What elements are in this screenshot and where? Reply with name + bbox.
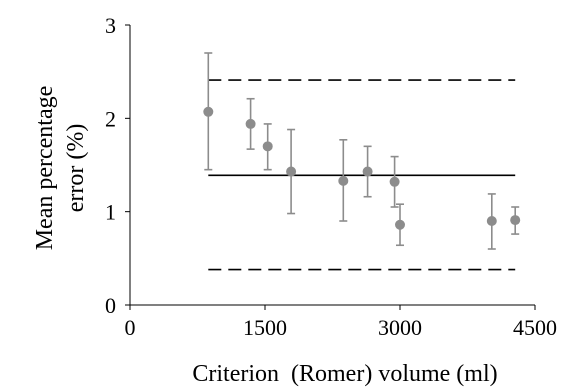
tick-labels: 0 1 2 3 0 1500 3000 4500: [105, 13, 557, 340]
data-point: [389, 176, 400, 187]
y-axis-title-line-1: Mean percentage: [32, 86, 58, 251]
x-tick-label: 3000: [378, 315, 422, 340]
data-point: [362, 166, 373, 177]
x-tick-label: 0: [125, 315, 136, 340]
reference-lines: [208, 79, 516, 271]
data-point: [395, 219, 405, 230]
axes: [125, 24, 536, 310]
y-tick-label: 3: [105, 13, 116, 38]
data-point: [286, 166, 297, 177]
data-point: [203, 106, 214, 117]
y-tick-label: 1: [105, 200, 116, 225]
data-point: [245, 118, 256, 129]
x-axis-title: Criterion (Romer) volume (ml): [192, 361, 497, 387]
y-tick-label: 0: [105, 293, 116, 318]
y-axis-title-line-2: error (%): [63, 124, 89, 213]
data-point: [510, 215, 521, 226]
x-tick-label: 4500: [513, 315, 557, 340]
data-point: [262, 141, 273, 152]
data-point: [338, 175, 349, 186]
data-points: [203, 106, 521, 230]
y-tick-label: 2: [105, 106, 116, 131]
data-point: [486, 216, 497, 226]
x-tick-label: 1500: [243, 315, 287, 340]
error-bars: [204, 52, 520, 250]
